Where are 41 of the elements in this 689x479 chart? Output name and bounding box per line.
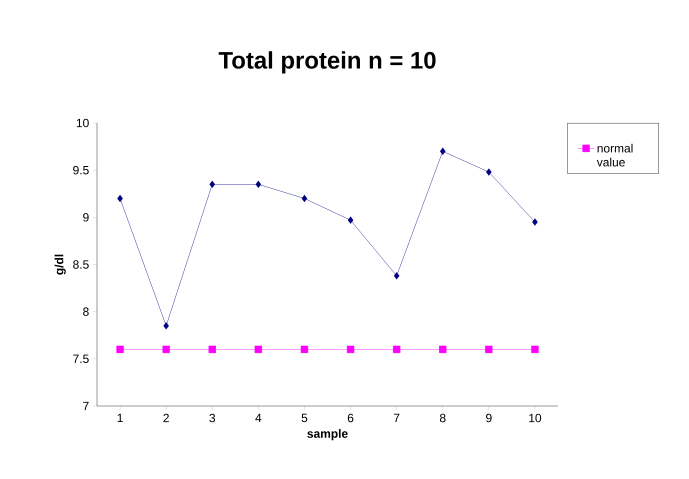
x-tick-label: 1 bbox=[118, 414, 123, 422]
point bbox=[440, 148, 446, 155]
point bbox=[394, 272, 400, 280]
y-tick-label: 8 bbox=[83, 307, 89, 316]
x-tick-label: 5 bbox=[302, 414, 308, 422]
x-tick-label: 4 bbox=[255, 414, 262, 422]
y-tick-label: 10 bbox=[76, 118, 89, 128]
y-tick-label: 8.5 bbox=[73, 260, 89, 269]
point bbox=[348, 216, 354, 224]
y-tick-label: 7 bbox=[83, 402, 89, 410]
y-tick-label: 9 bbox=[83, 213, 89, 222]
point bbox=[485, 346, 493, 354]
point bbox=[163, 322, 169, 330]
y-tick-label: 9.5 bbox=[73, 166, 89, 174]
x-tick-label: 2 bbox=[163, 414, 169, 422]
point bbox=[117, 194, 123, 202]
point bbox=[208, 346, 216, 354]
point bbox=[162, 346, 170, 354]
point bbox=[392, 346, 400, 354]
point bbox=[439, 346, 446, 354]
point bbox=[346, 346, 354, 354]
x-tick-label: 10 bbox=[529, 414, 542, 422]
point bbox=[486, 168, 492, 176]
point bbox=[116, 346, 124, 354]
y-axis-title: g/dl bbox=[54, 254, 66, 275]
x-tick-label: 9 bbox=[486, 414, 492, 422]
x-axis-title: sample bbox=[307, 429, 348, 440]
point bbox=[532, 218, 538, 226]
point bbox=[256, 180, 262, 188]
point bbox=[254, 346, 262, 354]
point bbox=[300, 346, 308, 354]
chart-title: Total protein n = 10 bbox=[218, 51, 436, 74]
y-tick-label: 7.5 bbox=[73, 354, 89, 363]
x-tick-label: 8 bbox=[440, 414, 446, 422]
point bbox=[531, 346, 539, 354]
x-tick-label: 3 bbox=[209, 414, 216, 422]
x-tick-label: 6 bbox=[348, 414, 354, 422]
point bbox=[302, 194, 308, 202]
x-tick-label: 7 bbox=[394, 414, 400, 422]
legend-label: normal value bbox=[596, 144, 633, 166]
point bbox=[209, 180, 216, 188]
